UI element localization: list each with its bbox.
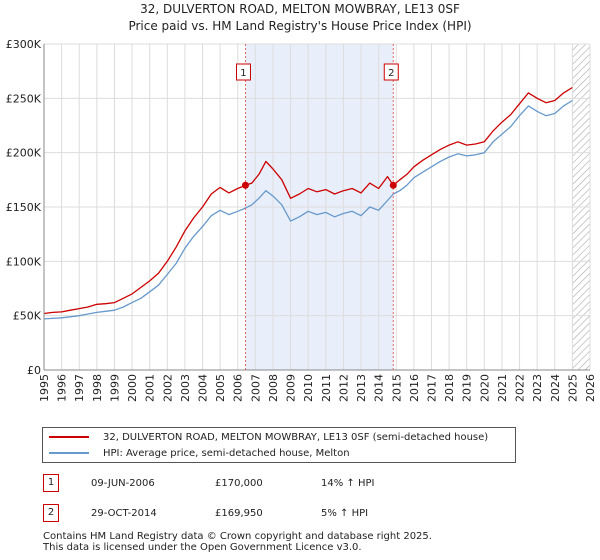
x-tick-label: 2015 bbox=[390, 374, 403, 402]
y-tick-label: £250K bbox=[6, 92, 42, 105]
legend-label-property: 32, DULVERTON ROAD, MELTON MOWBRAY, LE13… bbox=[103, 431, 489, 443]
y-tick-label: £100K bbox=[6, 255, 42, 268]
x-tick-label: 2005 bbox=[214, 374, 227, 402]
sale-1-label: 1 bbox=[240, 68, 246, 79]
x-tick-label: 2026 bbox=[584, 374, 597, 402]
legend-label-hpi: HPI: Average price, semi-detached house,… bbox=[103, 447, 350, 459]
chart-subtitle: Price paid vs. HM Land Registry's House … bbox=[128, 19, 472, 33]
x-tick-label: 2001 bbox=[144, 374, 157, 402]
footer-attribution: Contains HM Land Registry data © Crown c… bbox=[43, 531, 432, 553]
x-tick-label: 2017 bbox=[425, 374, 438, 402]
x-tick-label: 2010 bbox=[302, 374, 315, 402]
sale-hpi-diff: 14% ↑ HPI bbox=[321, 478, 375, 489]
sale-1-point bbox=[241, 181, 249, 189]
x-tick-label: 2022 bbox=[514, 374, 527, 402]
legend-item-property: 32, DULVERTON ROAD, MELTON MOWBRAY, LE13… bbox=[49, 430, 488, 444]
x-tick-label: 2000 bbox=[126, 374, 139, 402]
y-tick-label: £0 bbox=[27, 364, 41, 377]
chart-title: 32, DULVERTON ROAD, MELTON MOWBRAY, LE13… bbox=[140, 2, 460, 16]
x-tick-label: 2025 bbox=[566, 374, 579, 402]
x-tick-label: 2018 bbox=[443, 374, 456, 402]
x-tick-label: 2013 bbox=[355, 374, 368, 402]
sale-marker-box: 2 bbox=[43, 504, 59, 522]
x-tick-label: 2014 bbox=[373, 374, 386, 402]
legend: 32, DULVERTON ROAD, MELTON MOWBRAY, LE13… bbox=[42, 427, 516, 463]
x-tick-label: 1996 bbox=[56, 374, 69, 402]
sale-2-point bbox=[389, 181, 397, 189]
x-tick-label: 2003 bbox=[179, 374, 192, 402]
sale-hpi-diff: 5% ↑ HPI bbox=[321, 508, 369, 519]
y-tick-label: £200K bbox=[6, 147, 42, 160]
x-tick-label: 2012 bbox=[337, 374, 350, 402]
sale-2-label-box bbox=[383, 63, 399, 81]
footer-line-1: Contains HM Land Registry data © Crown c… bbox=[43, 531, 432, 542]
x-tick-label: 2002 bbox=[161, 374, 174, 402]
sale-2-label: 2 bbox=[388, 68, 394, 79]
sale-marker-box: 1 bbox=[43, 474, 59, 492]
x-tick-label: 1997 bbox=[73, 374, 86, 402]
y-tick-label: £50K bbox=[13, 310, 42, 323]
x-tick-label: 2024 bbox=[549, 374, 562, 402]
y-tick-label: £300K bbox=[6, 38, 42, 51]
x-tick-label: 2008 bbox=[267, 374, 280, 402]
sale-date: 09-JUN-2006 bbox=[91, 478, 155, 489]
x-tick-label: 2020 bbox=[478, 374, 491, 402]
x-tick-label: 2016 bbox=[408, 374, 421, 402]
x-tick-label: 1998 bbox=[91, 374, 104, 402]
sale-price: £169,950 bbox=[215, 508, 263, 519]
x-tick-label: 2021 bbox=[496, 374, 509, 402]
x-tick-label: 2009 bbox=[285, 374, 298, 402]
sale-price: £170,000 bbox=[215, 478, 263, 489]
property-series-line bbox=[43, 86, 573, 315]
sale-1-label-box bbox=[235, 63, 251, 81]
legend-swatch-hpi bbox=[49, 452, 89, 454]
legend-swatch-property bbox=[49, 436, 89, 438]
hpi-series-line bbox=[43, 99, 573, 320]
x-tick-label: 2006 bbox=[232, 374, 245, 402]
x-tick-label: 1995 bbox=[38, 374, 51, 402]
x-tick-label: 2019 bbox=[461, 374, 474, 402]
legend-item-hpi: HPI: Average price, semi-detached house,… bbox=[49, 446, 350, 460]
x-tick-label: 2004 bbox=[197, 374, 210, 402]
x-tick-label: 2011 bbox=[320, 374, 333, 402]
sale-date: 29-OCT-2014 bbox=[91, 508, 157, 519]
x-tick-label: 1999 bbox=[108, 374, 121, 402]
x-tick-label: 2023 bbox=[531, 374, 544, 402]
footer-line-2: This data is licensed under the Open Gov… bbox=[43, 542, 362, 553]
price-chart: £0 £50K £100K £150K £200K £250K £300K 1995 1996 1… bbox=[6, 38, 597, 402]
y-tick-label: £150K bbox=[6, 201, 42, 214]
x-tick-label: 2007 bbox=[249, 374, 262, 402]
